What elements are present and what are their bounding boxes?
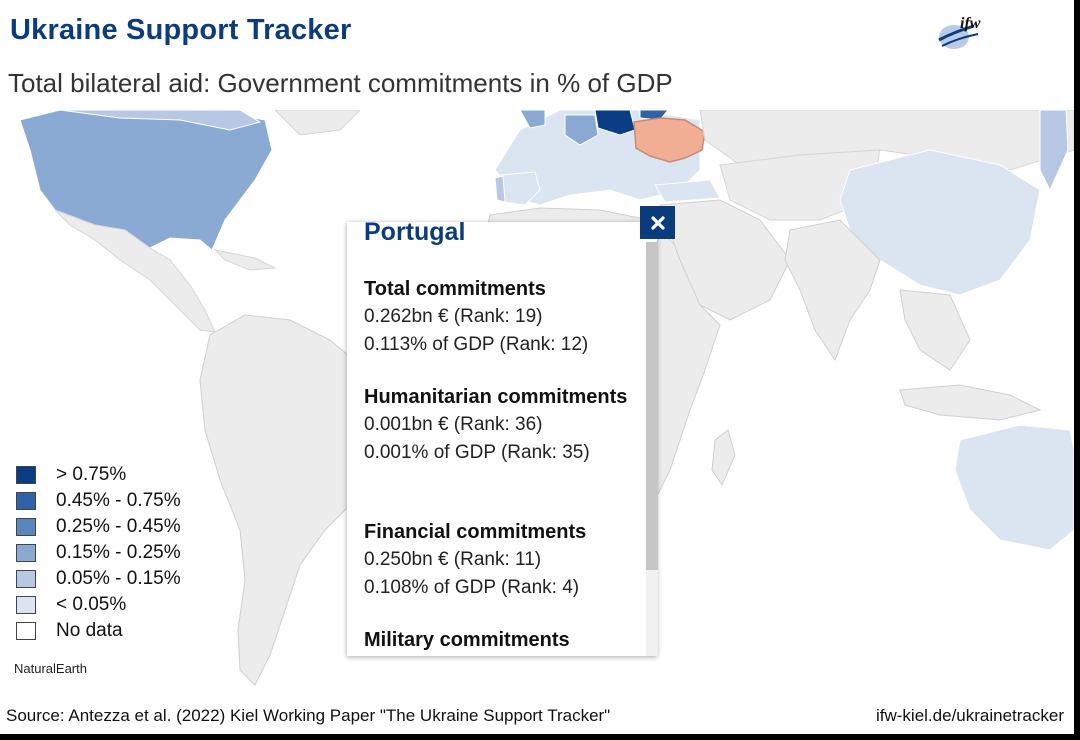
legend-swatch bbox=[16, 518, 36, 536]
legend-label: < 0.05% bbox=[56, 594, 127, 615]
country-poland[interactable] bbox=[594, 110, 636, 136]
source-note: Source: Antezza et al. (2022) Kiel Worki… bbox=[6, 706, 611, 725]
legend-label: 0.45% - 0.75% bbox=[56, 490, 181, 511]
section-title: Financial commitments bbox=[364, 521, 587, 543]
logo-text: ifw bbox=[960, 15, 981, 32]
country-india[interactable] bbox=[784, 219, 881, 362]
popup-country-title: Portugal bbox=[364, 222, 466, 246]
legend-swatch bbox=[16, 570, 36, 588]
section-value: 0.108% of GDP (Rank: 4) bbox=[364, 577, 580, 598]
popup-close-button[interactable] bbox=[640, 206, 675, 239]
popup-section-humanitarian: Humanitarian commitments 0.001bn € (Rank… bbox=[364, 384, 634, 467]
section-title: Total commitments bbox=[364, 278, 546, 300]
section-value: 0.001bn € (Rank: 36) bbox=[364, 414, 543, 435]
legend-item: 0.05% - 0.15% bbox=[16, 566, 181, 592]
region-middle-east[interactable] bbox=[659, 199, 791, 321]
section-value: 0.262bn € (Rank: 19) bbox=[364, 306, 543, 327]
legend-swatch bbox=[16, 466, 36, 484]
country-turkey[interactable] bbox=[654, 179, 721, 203]
section-value: 0.113% of GDP (Rank: 12) bbox=[364, 334, 589, 355]
map-credit: NaturalEarth bbox=[14, 661, 87, 676]
country-portugal[interactable] bbox=[494, 175, 506, 203]
legend-item: > 0.75% bbox=[16, 462, 181, 488]
page-subtitle: Total bilateral aid: Government commitme… bbox=[8, 68, 673, 98]
popup-scrollbar-thumb[interactable] bbox=[646, 242, 658, 570]
page-title: Ukraine Support Tracker bbox=[10, 14, 352, 46]
legend-item: 0.15% - 0.25% bbox=[16, 540, 181, 566]
legend-label: 0.15% - 0.25% bbox=[56, 542, 181, 563]
map-legend: > 0.75% 0.45% - 0.75% 0.25% - 0.45% 0.15… bbox=[16, 462, 181, 644]
popup-section-total: Total commitments 0.262bn € (Rank: 19) 0… bbox=[364, 276, 634, 359]
section-title: Humanitarian commitments bbox=[364, 386, 628, 408]
legend-label: No data bbox=[56, 620, 123, 641]
country-uk[interactable] bbox=[519, 110, 546, 129]
legend-swatch bbox=[16, 544, 36, 562]
legend-item: 0.45% - 0.75% bbox=[16, 488, 181, 514]
country-japan[interactable] bbox=[1039, 110, 1069, 192]
legend-item: No data bbox=[16, 618, 181, 644]
legend-label: > 0.75% bbox=[56, 464, 127, 485]
legend-swatch bbox=[16, 596, 36, 614]
legend-label: 0.05% - 0.15% bbox=[56, 568, 181, 589]
section-title: Military commitments bbox=[364, 629, 570, 651]
legend-item: < 0.05% bbox=[16, 592, 181, 618]
country-germany[interactable] bbox=[564, 114, 599, 146]
source-url[interactable]: ifw-kiel.de/ukrainetracker bbox=[875, 706, 1064, 725]
country-australia[interactable] bbox=[954, 424, 1074, 551]
popup-section-financial: Financial commitments 0.250bn € (Rank: 1… bbox=[364, 519, 634, 602]
legend-item: 0.25% - 0.45% bbox=[16, 514, 181, 540]
legend-label: 0.25% - 0.45% bbox=[56, 516, 181, 537]
country-ukraine[interactable] bbox=[633, 117, 706, 163]
section-value: 0.001% of GDP (Rank: 35) bbox=[364, 442, 590, 463]
ifw-logo: ifw bbox=[938, 15, 981, 49]
popup-section-military: Military commitments bbox=[364, 627, 634, 654]
close-icon bbox=[650, 215, 665, 230]
country-popup[interactable]: Portugal Total commitments 0.262bn € (Ra… bbox=[347, 222, 657, 656]
legend-swatch bbox=[16, 492, 36, 510]
section-value: 0.250bn € (Rank: 11) bbox=[364, 549, 542, 570]
country-canada[interactable] bbox=[59, 110, 262, 131]
country-china[interactable] bbox=[839, 149, 1041, 296]
legend-swatch bbox=[16, 622, 36, 640]
